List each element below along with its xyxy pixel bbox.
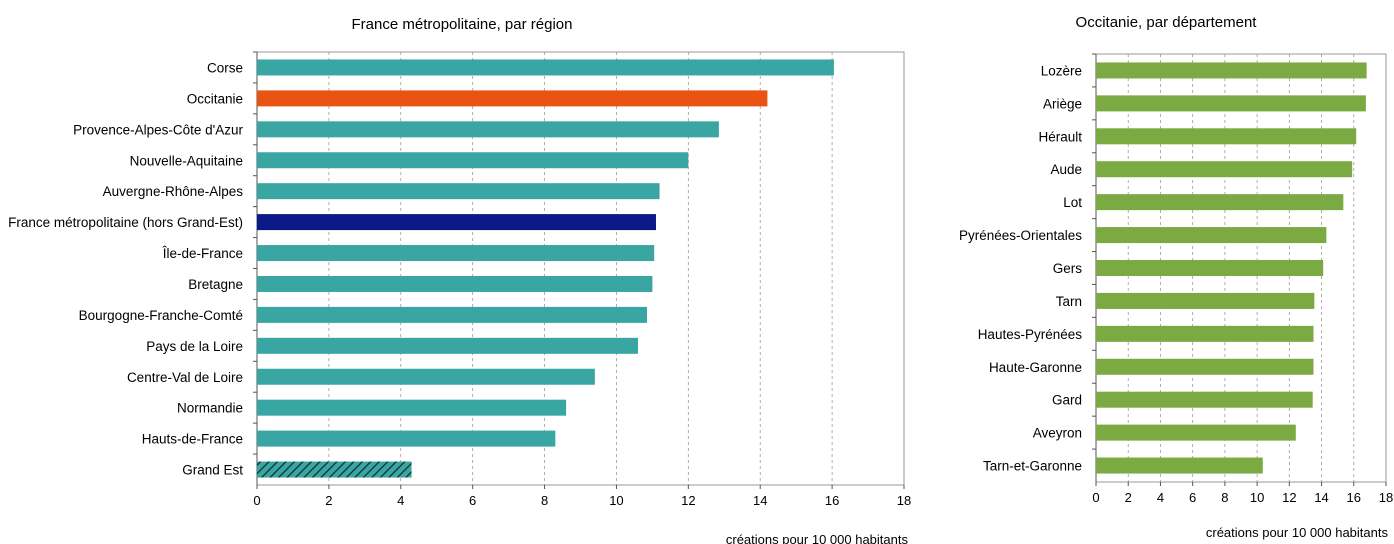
bar-nouvelle-aquitaine xyxy=(257,152,689,169)
bar-provence-alpes-c-te-d-azur xyxy=(257,121,719,138)
category-label: Normandie xyxy=(177,401,243,416)
category-label: Gard xyxy=(1052,393,1082,408)
category-label: Corse xyxy=(207,60,243,75)
category-label: Lozère xyxy=(1041,63,1082,78)
x-tick-label: 8 xyxy=(541,493,548,508)
x-axis-label: créations pour 10 000 habitants xyxy=(726,532,909,544)
category-label: France métropolitaine (hors Grand-Est) xyxy=(8,215,243,230)
category-label: Haute-Garonne xyxy=(989,360,1082,375)
category-label: Lot xyxy=(1063,195,1082,210)
category-label: Auvergne-Rhône-Alpes xyxy=(103,184,244,199)
bar-hauts-de-france xyxy=(257,430,556,447)
category-label: Nouvelle-Aquitaine xyxy=(130,153,243,168)
bar-bourgogne-franche-comt- xyxy=(257,306,647,323)
x-tick-label: 8 xyxy=(1221,490,1228,505)
category-label: Hérault xyxy=(1038,129,1082,144)
bar-tarn xyxy=(1096,292,1315,309)
x-tick-label: 0 xyxy=(1092,490,1099,505)
bar-h-rault xyxy=(1096,128,1357,145)
bar-aude xyxy=(1096,161,1353,178)
bar-france-m-tropolitaine-hors-grand-est- xyxy=(257,214,656,231)
x-tick-label: 6 xyxy=(469,493,476,508)
bar-normandie xyxy=(257,399,567,416)
bar-haute-garonne xyxy=(1096,358,1314,375)
bar-lot xyxy=(1096,194,1344,211)
x-tick-label: 2 xyxy=(1125,490,1132,505)
bar-pays-de-la-loire xyxy=(257,337,639,354)
bar-gard xyxy=(1096,391,1313,408)
x-tick-label: 4 xyxy=(1157,490,1164,505)
bar-hautes-pyr-n-es xyxy=(1096,325,1314,342)
bar-bretagne xyxy=(257,275,653,292)
bar-pyr-n-es-orientales xyxy=(1096,227,1327,244)
plot-frame xyxy=(256,51,905,486)
category-label: Ariège xyxy=(1043,96,1082,111)
category-label: Hautes-Pyrénées xyxy=(978,327,1083,342)
bar-centre-val-de-loire xyxy=(257,368,595,385)
bar-occitanie xyxy=(257,90,768,107)
x-tick-label: 16 xyxy=(1347,490,1361,505)
x-tick-label: 6 xyxy=(1189,490,1196,505)
bar-auvergne-rh-ne-alpes xyxy=(257,183,660,200)
category-label: Bourgogne-Franche-Comté xyxy=(79,308,243,323)
x-tick-label: 12 xyxy=(681,493,695,508)
chart-dept: Occitanie, par département 0 2 4 6 8 10 12 14 16 1… xyxy=(959,14,1393,540)
category-label: Occitanie xyxy=(187,91,243,106)
x-tick-label: 14 xyxy=(1314,490,1328,505)
x-tick-label: 4 xyxy=(397,493,404,508)
category-label: Île-de-France xyxy=(162,246,243,261)
x-tick-label: 16 xyxy=(825,493,839,508)
category-label: Aveyron xyxy=(1033,426,1082,441)
category-label: Tarn xyxy=(1056,294,1082,309)
x-tick-label: 10 xyxy=(609,493,623,508)
x-tick-label: 12 xyxy=(1282,490,1296,505)
x-tick-label: 0 xyxy=(253,493,260,508)
category-label: Centre-Val de Loire xyxy=(127,370,243,385)
bar--le-de-france xyxy=(257,245,655,262)
chart-title: France métropolitaine, par région xyxy=(352,16,573,33)
bar-gers xyxy=(1096,260,1324,276)
x-axis-label: créations pour 10 000 habitants xyxy=(1206,525,1389,540)
bar-ari-ge xyxy=(1096,95,1366,112)
category-label: Gers xyxy=(1053,261,1083,276)
category-label: Provence-Alpes-Côte d'Azur xyxy=(73,122,243,137)
chart-title: Occitanie, par département xyxy=(1076,14,1258,31)
category-label: Grand Est xyxy=(182,463,243,478)
category-label: Pays de la Loire xyxy=(146,339,243,354)
category-label: Aude xyxy=(1050,162,1082,177)
bar-aveyron xyxy=(1096,424,1296,441)
x-tick-label: 14 xyxy=(753,493,767,508)
category-label: Tarn-et-Garonne xyxy=(983,459,1082,474)
x-tick-label: 18 xyxy=(1379,490,1393,505)
category-label: Bretagne xyxy=(188,277,243,292)
x-tick-label: 10 xyxy=(1250,490,1264,505)
category-label: Hauts-de-France xyxy=(142,432,243,447)
x-tick-label: 2 xyxy=(325,493,332,508)
bar-corse xyxy=(257,59,834,76)
bar-loz-re xyxy=(1096,62,1367,79)
category-label: Pyrénées-Orientales xyxy=(959,228,1082,243)
bar-grand-est xyxy=(257,461,412,478)
x-tick-label: 18 xyxy=(897,493,911,508)
chart-region: France métropolitaine, par région 0 2 4 6 8 10… xyxy=(8,16,911,544)
bar-tarn-et-garonne xyxy=(1096,457,1263,474)
